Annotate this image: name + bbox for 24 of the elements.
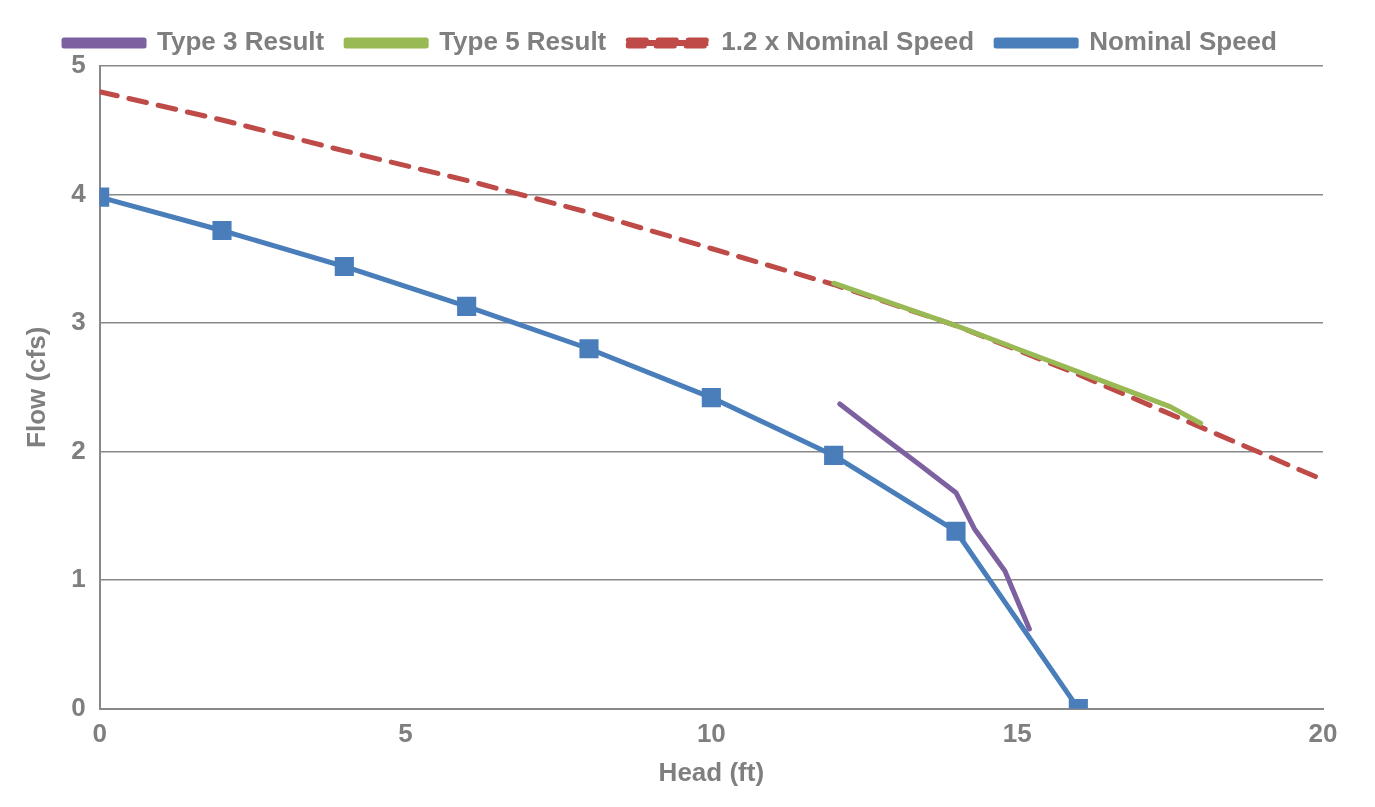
x-tick-label: 10 (696, 718, 726, 749)
y-tick-label: 3 (71, 306, 86, 337)
point (824, 445, 844, 465)
legend-label: Type 5 Result (439, 26, 607, 57)
y-tick-label: 4 (71, 177, 87, 208)
y-tick-label: 1 (71, 563, 86, 594)
legend-label: Type 3 Result (157, 26, 325, 57)
y-tick-label: 5 (71, 49, 86, 80)
legend-label: Nominal Speed (1089, 26, 1277, 57)
x-tick-label: 20 (1308, 718, 1338, 749)
point (946, 521, 966, 541)
x-axis-title: Head (ft) (658, 756, 765, 787)
point (701, 388, 721, 408)
y-axis-title: Flow (cfs) (20, 326, 51, 448)
y-tick-label: 2 (71, 434, 86, 465)
point (212, 220, 232, 241)
point (579, 339, 599, 359)
x-tick-label: 15 (1002, 718, 1032, 749)
x-tick-label: 0 (92, 718, 107, 749)
y-tick-label: 0 (71, 691, 86, 722)
point (334, 256, 354, 277)
x-tick-label: 5 (398, 718, 413, 749)
point (457, 296, 477, 316)
legend-label: 1.2 x Nominal Speed (721, 26, 975, 57)
